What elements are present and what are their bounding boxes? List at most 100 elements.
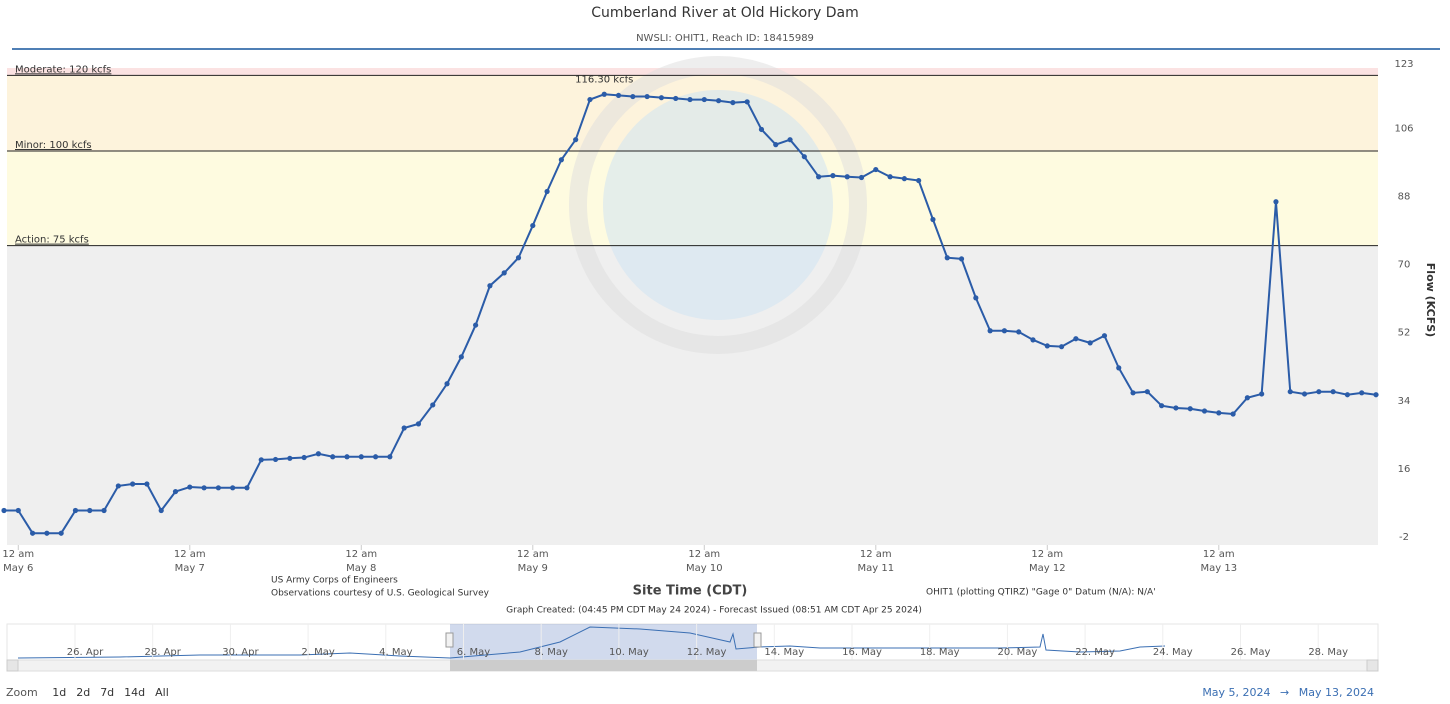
handle	[445, 632, 454, 648]
data-point	[730, 99, 736, 106]
threshold-label: Moderate: 120 kcfs	[15, 64, 111, 75]
navigator-label: 20. May	[998, 647, 1038, 658]
data-point	[858, 174, 865, 181]
handle	[753, 632, 762, 648]
data-point	[1273, 199, 1279, 205]
x-axis-title: Site Time (CDT)	[633, 584, 748, 599]
data-point	[744, 99, 750, 105]
data-point	[1030, 337, 1036, 343]
data-point	[301, 454, 307, 461]
x-tick-label: 12 am May 9	[516, 549, 549, 574]
navigator-label: 28. Apr	[145, 647, 182, 658]
navigator-frame	[6, 623, 1379, 661]
data-point	[887, 174, 893, 180]
data-point	[1187, 406, 1193, 412]
datum-note: OHIT1 (plotting QTIRZ) "Gage 0" Datum (N…	[926, 588, 1156, 598]
data-point	[172, 488, 179, 495]
data-point	[758, 126, 765, 133]
data-point	[158, 507, 164, 514]
navigator-label: 28. May	[1308, 647, 1348, 658]
data-point	[1373, 392, 1379, 398]
data-point	[801, 154, 807, 160]
data-point	[1344, 392, 1351, 398]
navigator-label: 12. May	[687, 647, 727, 658]
data-point	[658, 95, 665, 101]
navigator-label: 26. Apr	[67, 647, 104, 658]
y-tick-label: 88	[1398, 191, 1411, 202]
data-point	[901, 176, 907, 182]
data-point	[387, 454, 393, 460]
data-point	[444, 381, 450, 387]
data-point	[630, 93, 636, 100]
data-point	[916, 177, 922, 184]
data-point	[230, 485, 236, 491]
data-point	[430, 402, 436, 408]
data-point	[1173, 405, 1179, 411]
threshold-label: Action: 75 kcfs	[15, 235, 89, 246]
data-point	[287, 455, 293, 461]
zoom-button[interactable]: All	[155, 686, 169, 699]
navigator-label: 22. May	[1075, 647, 1115, 658]
data-point	[544, 188, 550, 195]
data-point	[1359, 390, 1365, 396]
data-point	[473, 322, 479, 328]
y-tick-label: 70	[1398, 260, 1411, 271]
data-point	[515, 255, 522, 261]
data-point	[673, 95, 679, 102]
data-point	[1073, 336, 1079, 342]
navigator-label: 30. Apr	[222, 647, 259, 658]
y-tick-label: 34	[1398, 396, 1411, 407]
range-separator: →	[1280, 686, 1290, 699]
data-point	[187, 484, 193, 490]
data-point	[701, 96, 707, 103]
data-point	[1130, 390, 1136, 396]
data-point	[1330, 389, 1336, 395]
data-point	[101, 507, 107, 514]
y-tick-label: 123	[1394, 59, 1413, 70]
data-point	[1, 507, 7, 514]
zoom-label: Zoom	[6, 686, 38, 699]
data-point	[930, 216, 936, 223]
data-point	[816, 174, 822, 180]
data-point	[1301, 391, 1308, 397]
scrollbar-thumb	[450, 660, 757, 671]
range-from[interactable]: May 5, 2024	[1202, 686, 1271, 699]
data-point	[1316, 389, 1322, 395]
zoom-button[interactable]: 14d	[124, 686, 146, 699]
data-point	[773, 141, 779, 148]
x-tick-label: 12 am May 12	[1028, 549, 1066, 574]
data-point	[587, 96, 593, 103]
data-point	[1101, 333, 1108, 339]
x-tick-label: 12 am May 7	[173, 549, 206, 574]
navigator-label: 16. May	[842, 647, 882, 658]
data-point	[344, 454, 350, 460]
watermark	[603, 90, 833, 320]
navigator-label: 24. May	[1153, 647, 1193, 658]
data-point	[144, 481, 150, 487]
data-point	[58, 530, 64, 536]
x-tick-label: 12 am May 11	[857, 549, 895, 574]
navigator-label: 14. May	[764, 647, 804, 658]
zoom-button[interactable]: 2d	[76, 686, 91, 699]
scroll-left	[6, 659, 19, 672]
data-point	[1001, 328, 1008, 334]
zoom-button[interactable]: 1d	[52, 686, 67, 699]
data-point	[944, 255, 950, 261]
data-point	[358, 454, 364, 460]
data-point	[573, 137, 579, 143]
data-point	[1016, 329, 1022, 335]
data-point	[1144, 389, 1150, 395]
zoom-button[interactable]: 7d	[100, 686, 115, 699]
navigator-line	[17, 626, 1166, 659]
y-tick-label: 52	[1398, 328, 1411, 339]
data-point	[487, 283, 493, 289]
x-tick-label: 12 am May 8	[345, 549, 378, 574]
x-tick-label: 12 am May 10	[685, 549, 723, 574]
credit: US Army Corps of Engineers	[271, 576, 398, 586]
data-point	[501, 270, 507, 276]
range-to[interactable]: May 13, 2024	[1298, 686, 1374, 699]
data-point	[44, 530, 50, 536]
data-point	[1116, 365, 1122, 371]
navigator-label: 2. May	[301, 647, 334, 658]
